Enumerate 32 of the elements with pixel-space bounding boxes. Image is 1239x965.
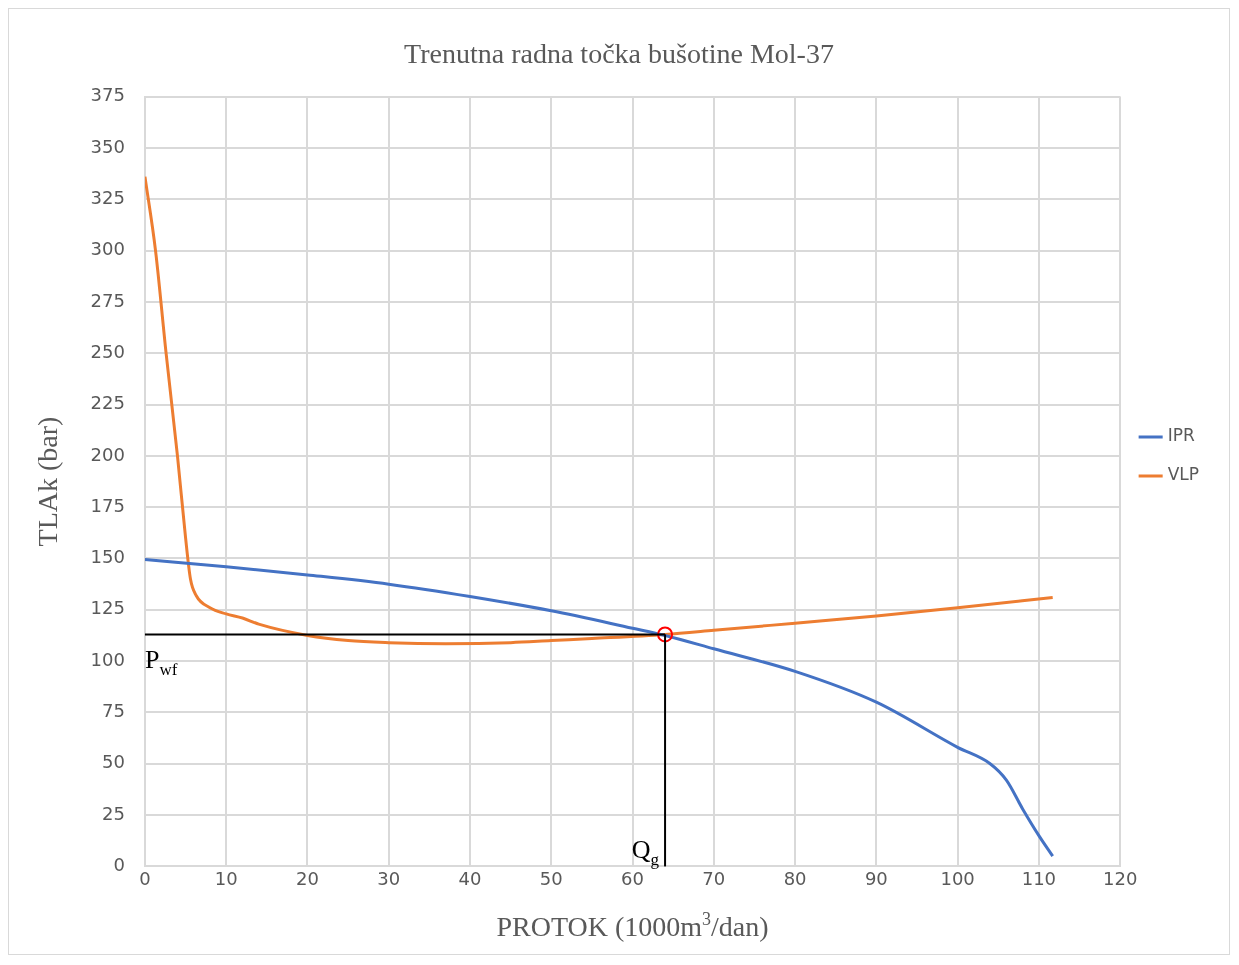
- x-tick-label: 80: [783, 867, 807, 889]
- chart-title: Trenutna radna točka bušotine Mol-37: [404, 38, 834, 70]
- legend-label: VLP: [1167, 464, 1200, 485]
- y-tick-label: 200: [90, 443, 125, 465]
- x-tick-label: 70: [702, 867, 726, 889]
- y-tick-label: 350: [90, 135, 125, 157]
- y-tick-label: 75: [102, 700, 125, 722]
- y-tick-label: 275: [90, 289, 125, 311]
- x-tick-label: 40: [458, 867, 482, 889]
- x-tick-label: 100: [940, 867, 975, 889]
- y-tick-label: 325: [90, 186, 125, 208]
- y-tick-label: 375: [90, 84, 125, 106]
- y-tick-label: 100: [90, 648, 125, 670]
- y-tick-label: 225: [90, 392, 125, 414]
- y-tick-label: 175: [90, 494, 125, 516]
- y-tick-label: 300: [90, 238, 125, 260]
- y-tick-label: 25: [102, 802, 125, 824]
- y-tick-label: 150: [90, 546, 125, 568]
- y-tick-label: 250: [90, 340, 125, 362]
- y-axis-title: TLAk (bar): [32, 416, 64, 547]
- legend-label: IPR: [1167, 425, 1195, 446]
- x-tick-label: 0: [139, 867, 151, 889]
- x-tick-label: 120: [1102, 867, 1138, 889]
- x-tick-label: 30: [377, 867, 401, 889]
- x-tick-label: 50: [539, 867, 563, 889]
- x-tick-label: 110: [1021, 867, 1057, 889]
- x-tick-label: 90: [864, 867, 888, 889]
- y-tick-label: 50: [102, 751, 125, 773]
- x-tick-label: 20: [296, 867, 319, 889]
- x-tick-label: 60: [621, 867, 645, 889]
- x-tick-label: 10: [214, 867, 238, 889]
- y-tick-label: 125: [90, 597, 125, 619]
